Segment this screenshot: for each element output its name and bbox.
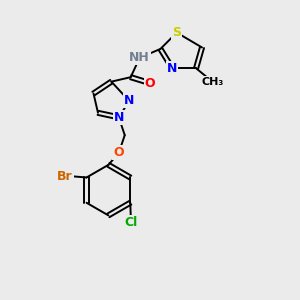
Text: Br: Br <box>57 169 73 182</box>
Text: N: N <box>124 94 134 107</box>
Text: N: N <box>114 111 124 124</box>
Text: NH: NH <box>129 51 150 64</box>
Text: Cl: Cl <box>124 217 137 230</box>
Text: O: O <box>113 146 124 160</box>
Text: S: S <box>172 26 181 39</box>
Text: CH₃: CH₃ <box>201 76 224 87</box>
Text: O: O <box>145 76 155 90</box>
Text: N: N <box>167 62 178 75</box>
